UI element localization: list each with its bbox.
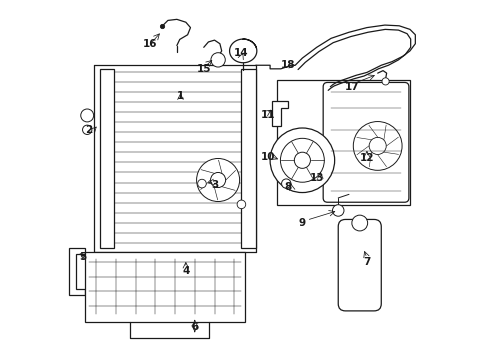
Circle shape: [270, 128, 335, 193]
Bar: [85, 252, 245, 321]
Text: 16: 16: [143, 39, 157, 49]
Bar: [277, 80, 410, 205]
FancyBboxPatch shape: [338, 220, 381, 311]
Text: 3: 3: [211, 180, 218, 190]
Bar: [100, 69, 114, 248]
Circle shape: [81, 109, 94, 122]
Text: 11: 11: [261, 111, 275, 121]
Text: 12: 12: [360, 153, 374, 163]
FancyBboxPatch shape: [323, 82, 409, 202]
Text: 17: 17: [345, 82, 360, 92]
Text: 6: 6: [191, 322, 198, 332]
Circle shape: [382, 78, 389, 85]
Text: 18: 18: [281, 60, 295, 70]
Bar: [242, 69, 256, 248]
Polygon shape: [272, 101, 288, 126]
Circle shape: [282, 179, 291, 188]
Text: 14: 14: [234, 48, 249, 58]
Text: 10: 10: [261, 152, 275, 162]
Circle shape: [82, 125, 92, 134]
Text: 2: 2: [85, 125, 93, 135]
Circle shape: [211, 53, 225, 67]
Circle shape: [333, 205, 344, 216]
Circle shape: [160, 24, 165, 29]
Text: 15: 15: [196, 64, 211, 74]
Text: 7: 7: [363, 257, 370, 267]
Text: 8: 8: [284, 182, 292, 192]
Circle shape: [353, 122, 402, 170]
Circle shape: [237, 200, 245, 209]
Circle shape: [352, 215, 368, 231]
Text: 13: 13: [310, 173, 324, 183]
Text: 5: 5: [79, 252, 87, 262]
Circle shape: [369, 138, 386, 154]
Text: 9: 9: [299, 218, 306, 228]
Circle shape: [196, 158, 240, 202]
Circle shape: [197, 179, 206, 188]
Circle shape: [211, 172, 225, 188]
Text: 4: 4: [182, 266, 190, 276]
Text: 1: 1: [177, 91, 184, 101]
Circle shape: [280, 138, 324, 182]
Polygon shape: [69, 248, 85, 295]
Circle shape: [294, 152, 311, 168]
